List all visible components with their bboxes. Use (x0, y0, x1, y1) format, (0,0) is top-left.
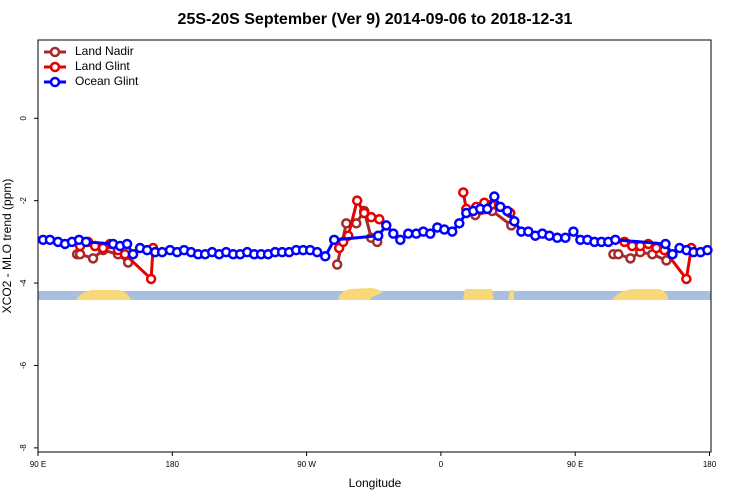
series-point (388, 228, 399, 239)
series-point (568, 226, 579, 237)
series-point (702, 244, 713, 256)
series-point (425, 228, 436, 239)
series-point (489, 191, 500, 202)
series-line (77, 209, 667, 265)
x-tick-label: 180 (703, 460, 717, 469)
series-point (613, 248, 624, 260)
y-tick-label: -2 (19, 197, 28, 205)
y-tick-label: 0 (19, 116, 28, 121)
series-point (141, 244, 153, 256)
series-point (145, 273, 157, 285)
series-point (454, 218, 465, 229)
y-tick-label: -6 (19, 361, 28, 369)
series-point (74, 248, 86, 260)
series-point (331, 259, 343, 270)
series-point (458, 187, 469, 198)
plot-frame (37, 39, 712, 453)
series-point (351, 195, 363, 206)
series-line (79, 192, 693, 281)
legend-swatch-point (49, 61, 61, 73)
x-tick-label: 180 (166, 460, 180, 469)
series-point (610, 234, 621, 246)
series-point (402, 228, 414, 239)
series-point (560, 232, 571, 244)
x-tick-label: 0 (439, 460, 444, 469)
series-point (552, 232, 563, 244)
series-point (661, 255, 672, 266)
x-tick-label: 90 E (30, 460, 46, 469)
legend-label: Land Nadir (75, 44, 134, 58)
series-point (651, 242, 662, 254)
series-point (80, 236, 92, 248)
series-point (341, 218, 352, 229)
series-point (681, 273, 692, 285)
legend-label: Land Glint (75, 59, 130, 73)
series-point (667, 248, 678, 260)
x-axis-label: Longitude (349, 476, 402, 490)
y-tick-label: -8 (19, 444, 28, 452)
legend-label: Ocean Glint (75, 74, 139, 88)
series-point (374, 213, 385, 225)
y-tick-label: -4 (19, 279, 28, 287)
series-point (381, 220, 392, 231)
series-point (502, 205, 513, 217)
series-point (365, 211, 377, 223)
x-tick-label: 90 W (297, 460, 316, 469)
series-point (625, 253, 636, 264)
series-point (44, 234, 56, 246)
legend-swatch-point (49, 46, 61, 58)
series-point (119, 248, 131, 260)
series-point (626, 240, 638, 252)
series-point (482, 203, 493, 215)
series-point (320, 251, 331, 262)
x-tick-label: 90 E (567, 460, 583, 469)
series-point (660, 238, 671, 250)
series-point (372, 230, 384, 241)
series-point (87, 253, 99, 264)
series-point (395, 234, 406, 246)
series-point (127, 248, 139, 260)
chart-title: 25S-20S September (Ver 9) 2014-09-06 to … (178, 11, 573, 28)
series-point (311, 246, 323, 258)
series-point (328, 234, 340, 246)
legend-swatch-point (49, 76, 61, 88)
series-point (446, 226, 458, 237)
y-axis-label: XCO2 - MLO trend (ppm) (0, 179, 14, 314)
series-point (509, 216, 520, 227)
land-sea-strip (38, 288, 711, 300)
series-point (121, 238, 133, 250)
